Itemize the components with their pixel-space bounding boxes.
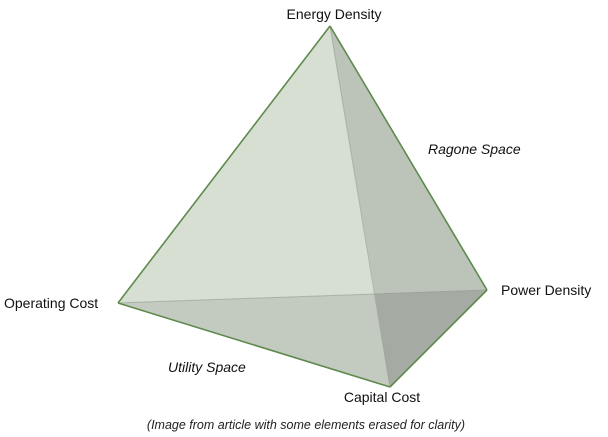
image-caption: (Image from article with some elements e…: [147, 418, 465, 432]
front-face: [118, 26, 375, 303]
edge-left-bottom: [117, 302, 391, 388]
label-energy-density: Energy Density: [287, 6, 382, 22]
label-power-density: Power Density: [501, 282, 591, 298]
label-operating-cost: Operating Cost: [4, 295, 98, 311]
hidden-edge-top-bottom: [329, 25, 391, 388]
shadow-face: [375, 290, 487, 387]
label-utility-space: Utility Space: [168, 359, 246, 375]
edge-top-right: [329, 25, 488, 291]
edge-top-left: [117, 25, 331, 304]
label-ragone-space: Ragone Space: [428, 141, 521, 157]
label-capital-cost: Capital Cost: [344, 389, 420, 405]
bottom-face: [118, 294, 390, 387]
hidden-edge-left-right: [117, 289, 488, 304]
edge-bottom-right: [389, 289, 488, 388]
